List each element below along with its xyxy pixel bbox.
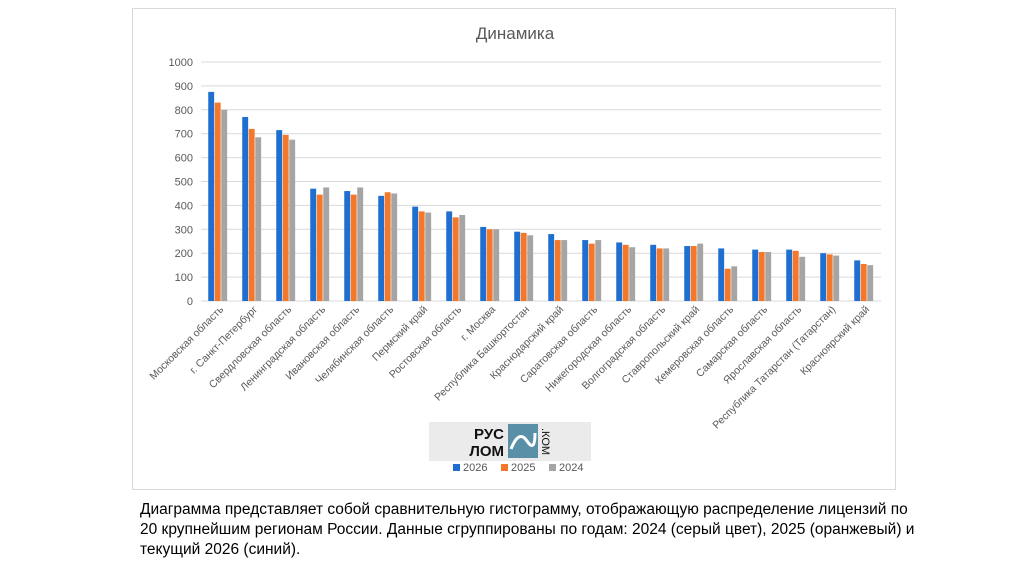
bar-2026: [446, 211, 453, 301]
bar-2025: [384, 192, 391, 301]
bar-2024: [493, 229, 500, 301]
bar-2024: [595, 240, 602, 301]
bar-2024: [391, 193, 398, 301]
bar-2024: [867, 265, 874, 301]
bar-2024: [425, 212, 432, 301]
bar-2025: [792, 250, 799, 301]
bar-2026: [208, 91, 215, 301]
bar-2026: [650, 244, 657, 301]
bar-2025: [214, 102, 221, 301]
y-tick-label: 1000: [169, 57, 193, 69]
bar-2024: [663, 248, 670, 301]
legend-swatch-2026: [453, 464, 460, 471]
bar-2025: [554, 240, 561, 301]
x-tick-label: Республика Татарстан (Татарстан): [710, 304, 838, 432]
bar-2026: [310, 188, 317, 301]
bar-2026: [786, 249, 793, 301]
bars: [208, 91, 874, 301]
bar-2026: [344, 191, 351, 301]
logo-square: [508, 424, 538, 458]
chart-frame: Динамика 0 100 200 300 400 500 600 700 800 900 100…: [132, 8, 896, 490]
legend-label-2026: 2026: [463, 462, 487, 474]
y-axis-ticks: 0 100 200 300 400 500 600 700 800 900 1000: [169, 57, 193, 308]
grid-lines: [201, 61, 881, 302]
bar-2026: [412, 206, 419, 301]
bar-2026: [242, 116, 249, 301]
chart-title: Динамика: [476, 24, 555, 43]
bar-2025: [350, 194, 357, 301]
bar-2024: [629, 247, 636, 301]
bar-2024: [765, 252, 772, 301]
legend-label-2025: 2025: [511, 462, 535, 474]
y-tick-label: 300: [175, 224, 193, 236]
legend: 2026 2025 2024: [453, 462, 583, 474]
bar-2024: [561, 240, 568, 301]
bar-chart: Динамика 0 100 200 300 400 500 600 700 800 900 100…: [147, 24, 881, 474]
chart-caption: Диаграмма представляет собой сравнительн…: [140, 501, 915, 558]
y-tick-label: 400: [175, 200, 193, 212]
bar-2025: [316, 194, 323, 301]
bar-2026: [752, 249, 759, 301]
bar-2026: [480, 226, 487, 301]
bar-2024: [833, 255, 840, 301]
y-tick-label: 500: [175, 177, 193, 189]
bar-2025: [520, 232, 527, 301]
bar-2025: [724, 268, 731, 301]
bar-2024: [323, 187, 330, 301]
bar-2025: [248, 128, 255, 301]
y-tick-label: 800: [175, 105, 193, 117]
bar-2026: [378, 195, 385, 301]
bar-2024: [459, 214, 466, 301]
bar-2024: [697, 243, 704, 301]
bar-2024: [799, 256, 806, 301]
y-tick-label: 200: [175, 248, 193, 260]
y-tick-label: 600: [175, 153, 193, 165]
bar-2024: [357, 187, 364, 301]
bar-2026: [820, 253, 827, 301]
bar-2025: [758, 252, 765, 301]
logo-text-line2: ЛОМ: [469, 443, 504, 460]
bar-2026: [854, 260, 861, 301]
bar-2024: [221, 109, 228, 301]
ruslom-logo: РУС ЛОМ .КОМ: [429, 422, 591, 461]
logo-wave-icon: [509, 432, 537, 450]
y-tick-label: 900: [175, 81, 193, 93]
bar-2026: [684, 246, 691, 301]
bar-2025: [588, 243, 595, 301]
legend-label-2024: 2024: [559, 462, 583, 474]
bar-2026: [514, 231, 521, 301]
bar-2024: [255, 137, 262, 301]
bar-2025: [826, 254, 833, 301]
bar-2025: [282, 134, 289, 301]
y-tick-label: 100: [175, 272, 193, 284]
bar-2024: [289, 139, 296, 301]
bar-2025: [690, 246, 697, 301]
bar-2026: [582, 240, 589, 301]
bar-2026: [276, 130, 283, 301]
bar-2025: [656, 248, 663, 301]
bar-2025: [622, 244, 629, 301]
bar-2024: [527, 235, 534, 301]
bar-2024: [731, 266, 738, 301]
bar-2025: [486, 229, 493, 301]
bar-2025: [860, 263, 867, 301]
y-tick-label: 0: [187, 296, 193, 308]
logo-suffix: .КОМ: [539, 428, 551, 455]
legend-swatch-2024: [549, 464, 556, 471]
logo-text-line1: РУС: [474, 426, 504, 443]
bar-2026: [616, 242, 623, 301]
y-tick-label: 700: [175, 129, 193, 141]
bar-2026: [718, 248, 725, 301]
bar-2026: [548, 234, 555, 301]
bar-2025: [418, 211, 425, 301]
bar-2025: [452, 217, 459, 301]
legend-swatch-2025: [501, 464, 508, 471]
